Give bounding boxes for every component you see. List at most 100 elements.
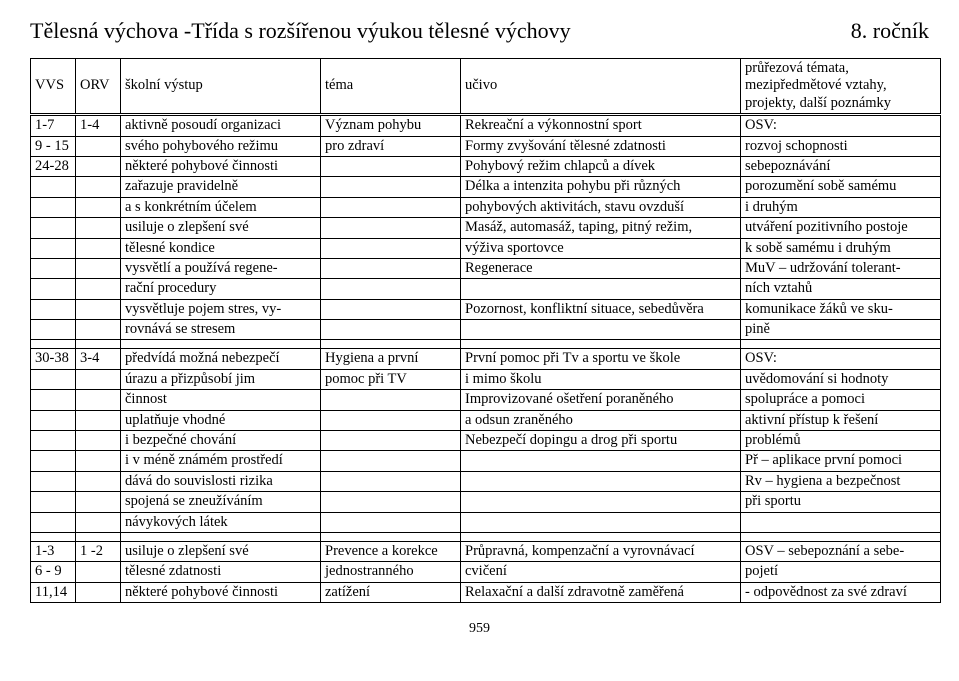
cell-vvs — [31, 471, 76, 491]
cell-orv — [76, 410, 121, 430]
table-header-row: VVS ORV školní výstup téma učivo průřezo… — [31, 59, 941, 115]
cell-vvs — [31, 197, 76, 217]
cell-tema — [321, 156, 461, 176]
cell-ucivo — [461, 492, 741, 512]
cell-out: usiluje o zlepšení své — [121, 541, 321, 561]
cell-out: a s konkrétním účelem — [121, 197, 321, 217]
cell-out: návykových látek — [121, 512, 321, 532]
cell-ucivo: pohybových aktivitách, stavu ovzduší — [461, 197, 741, 217]
cell-out: tělesné kondice — [121, 238, 321, 258]
table-row: návykových látek — [31, 512, 941, 532]
cell-orv: 1-4 — [76, 115, 121, 136]
cell-notes: Rv – hygiena a bezpečnost — [741, 471, 941, 491]
cell-orv: 1 -2 — [76, 541, 121, 561]
cell-notes: spolupráce a pomoci — [741, 390, 941, 410]
table-row: 6 - 9tělesné zdatnostijednostrannéhocvič… — [31, 562, 941, 582]
cell-notes: komunikace žáků ve sku- — [741, 299, 941, 319]
cell-vvs — [31, 177, 76, 197]
cell-notes: při sportu — [741, 492, 941, 512]
cell-notes: - odpovědnost za své zdraví — [741, 582, 941, 602]
curriculum-table: VVS ORV školní výstup téma učivo průřezo… — [30, 58, 941, 603]
cell-vvs — [31, 258, 76, 278]
cell-orv — [76, 562, 121, 582]
cell-tema: zatížení — [321, 582, 461, 602]
table-row: 1-31 -2usiluje o zlepšení svéPrevence a … — [31, 541, 941, 561]
cell-orv — [76, 431, 121, 451]
cell-orv — [76, 390, 121, 410]
cell-orv: 3-4 — [76, 349, 121, 369]
page-grade: 8. ročník — [851, 18, 929, 44]
cell-notes: pojetí — [741, 562, 941, 582]
cell-notes: rozvoj schopnosti — [741, 136, 941, 156]
table-row: rovnává se stresempině — [31, 320, 941, 340]
cell-out: spojená se zneužíváním — [121, 492, 321, 512]
page-number: 959 — [30, 621, 929, 637]
cell-ucivo: Relaxační a další zdravotně zaměřená — [461, 582, 741, 602]
cell-tema: pro zdraví — [321, 136, 461, 156]
col-output: školní výstup — [121, 59, 321, 115]
cell-notes: aktivní přístup k řešení — [741, 410, 941, 430]
cell-tema — [321, 492, 461, 512]
cell-out: některé pohybové činnosti — [121, 156, 321, 176]
cell-vvs — [31, 238, 76, 258]
cell-vvs — [31, 512, 76, 532]
cell-notes: sebepoznávání — [741, 156, 941, 176]
cell-vvs — [31, 492, 76, 512]
cell-out: svého pohybového režimu — [121, 136, 321, 156]
cell-tema: Prevence a korekce — [321, 541, 461, 561]
col-ucivo: učivo — [461, 59, 741, 115]
cell-tema — [321, 279, 461, 299]
cell-vvs: 24-28 — [31, 156, 76, 176]
cell-orv — [76, 136, 121, 156]
cell-out: vysvětlí a používá regene- — [121, 258, 321, 278]
table-row: 1-71-4aktivně posoudí organizaciVýznam p… — [31, 115, 941, 136]
cell-out: vysvětluje pojem stres, vy- — [121, 299, 321, 319]
table-row: uplatňuje vhodnéa odsun zraněného aktivn… — [31, 410, 941, 430]
cell-orv — [76, 492, 121, 512]
cell-notes: porozumění sobě samému — [741, 177, 941, 197]
table-row: 30-383-4předvídá možná nebezpečíHygiena … — [31, 349, 941, 369]
cell-ucivo — [461, 279, 741, 299]
cell-out: rovnává se stresem — [121, 320, 321, 340]
cell-notes — [741, 512, 941, 532]
table-row: tělesné kondice výživa sportovce k sobě s… — [31, 238, 941, 258]
cell-out: tělesné zdatnosti — [121, 562, 321, 582]
col-notes: průřezová témata, mezipředmětové vztahy,… — [741, 59, 941, 115]
cell-notes: k sobě samému i druhým — [741, 238, 941, 258]
cell-out: rační procedury — [121, 279, 321, 299]
cell-notes: utváření pozitivního postoje — [741, 218, 941, 238]
cell-tema — [321, 299, 461, 319]
cell-tema — [321, 197, 461, 217]
cell-tema — [321, 512, 461, 532]
cell-ucivo — [461, 451, 741, 471]
cell-tema — [321, 390, 461, 410]
cell-ucivo: výživa sportovce — [461, 238, 741, 258]
page-header: Tělesná výchova -Třída s rozšířenou výuk… — [30, 18, 929, 44]
cell-orv — [76, 512, 121, 532]
cell-out: aktivně posoudí organizaci — [121, 115, 321, 136]
cell-out: činnost — [121, 390, 321, 410]
cell-notes: OSV: — [741, 349, 941, 369]
cell-orv — [76, 299, 121, 319]
cell-out: některé pohybové činnosti — [121, 582, 321, 602]
cell-vvs — [31, 431, 76, 451]
cell-orv — [76, 218, 121, 238]
table-row: spojená se zneužíváním při sportu — [31, 492, 941, 512]
table-row: zařazuje pravidelněDélka a intenzita poh… — [31, 177, 941, 197]
cell-ucivo: Průpravná, kompenzační a vyrovnávací — [461, 541, 741, 561]
table-row: 24-28některé pohybové činnostiPohybový r… — [31, 156, 941, 176]
cell-out: předvídá možná nebezpečí — [121, 349, 321, 369]
cell-notes: MuV – udržování tolerant- — [741, 258, 941, 278]
cell-tema: jednostranného — [321, 562, 461, 582]
cell-orv — [76, 177, 121, 197]
table-row: vysvětlí a používá regene-RegeneraceMuV … — [31, 258, 941, 278]
table-row: činnostImprovizované ošetření poraněného… — [31, 390, 941, 410]
cell-out: úrazu a přizpůsobí jim — [121, 369, 321, 389]
cell-vvs: 1-7 — [31, 115, 76, 136]
cell-vvs: 11,14 — [31, 582, 76, 602]
table-row: i v méně známém prostředíPř – aplikace p… — [31, 451, 941, 471]
cell-vvs: 30-38 — [31, 349, 76, 369]
cell-out: i v méně známém prostředí — [121, 451, 321, 471]
cell-orv — [76, 238, 121, 258]
cell-orv — [76, 279, 121, 299]
